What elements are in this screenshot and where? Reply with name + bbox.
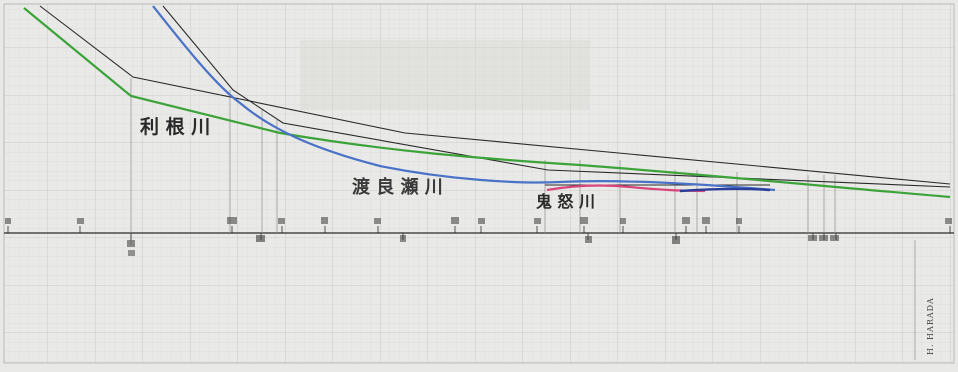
tone-river-label: 利 根 川: [140, 115, 210, 138]
author-signature: H. HARADA: [926, 297, 935, 355]
kinugawa-river-label: 鬼 怒 川: [536, 192, 595, 211]
station-glyph-marks: [5, 217, 952, 256]
sheet-border: [3, 3, 955, 364]
confluence-segment: [679, 187, 771, 193]
ink-profile-upper: [39, 5, 951, 185]
watarase-river-label: 渡 良 瀬 川: [352, 176, 443, 198]
ghost-title-bleed: [300, 40, 590, 110]
watarase-river-profile: [152, 5, 776, 192]
ink-profile-steep: [162, 5, 951, 188]
station-lines: [130, 78, 836, 245]
tone-river-profile: [23, 7, 951, 199]
